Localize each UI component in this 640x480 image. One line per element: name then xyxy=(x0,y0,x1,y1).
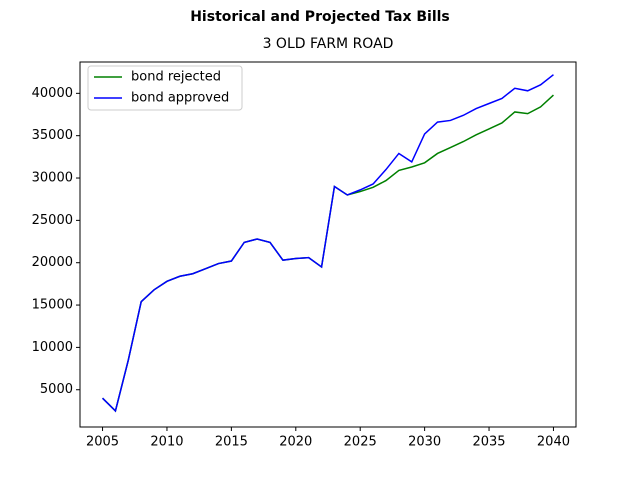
legend-box xyxy=(87,65,243,111)
y-tick-label: 10000 xyxy=(32,340,73,355)
y-tick-label: 35000 xyxy=(32,128,73,143)
x-tick-label: 2015 xyxy=(215,435,248,450)
plot-frame xyxy=(79,61,577,428)
series-line xyxy=(102,74,554,413)
y-tick-label: 30000 xyxy=(32,171,73,186)
x-tick-label: 2010 xyxy=(150,435,183,450)
legend-label: bond approved xyxy=(131,91,229,106)
y-tick-label: 25000 xyxy=(32,213,73,228)
chart-title: Historical and Projected Tax Bills xyxy=(190,9,450,25)
x-tick-label: 2005 xyxy=(86,435,119,450)
x-tick-label: 2030 xyxy=(408,435,441,450)
legend-label: bond rejected xyxy=(131,70,221,85)
x-tick-label: 2040 xyxy=(537,435,570,450)
series-line xyxy=(102,94,554,413)
chart-subtitle: 3 OLD FARM ROAD xyxy=(263,36,394,52)
x-tick-label: 2020 xyxy=(279,435,312,450)
y-tick-label: 5000 xyxy=(40,382,73,397)
x-tick-label: 2025 xyxy=(344,435,377,450)
x-tick-label: 2035 xyxy=(472,435,505,450)
y-tick-label: 20000 xyxy=(32,255,73,270)
y-tick-label: 15000 xyxy=(32,298,73,313)
y-tick-label: 40000 xyxy=(32,86,73,101)
